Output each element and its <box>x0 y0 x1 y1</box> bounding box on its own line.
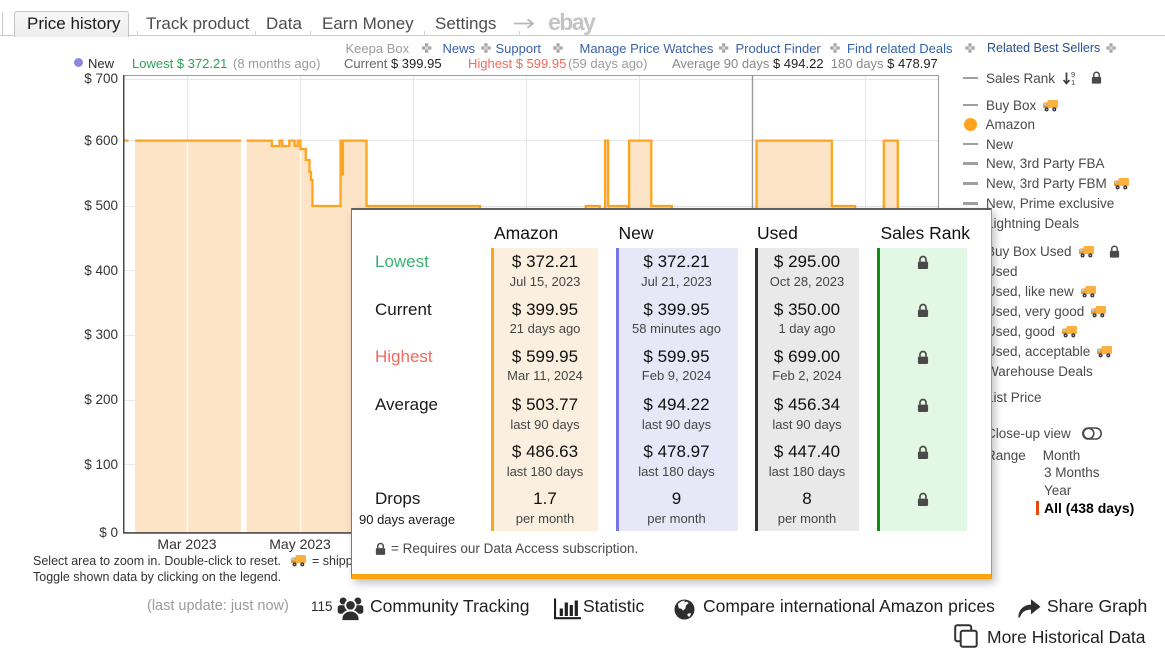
svg-text:1: 1 <box>1071 78 1075 86</box>
svg-text:9: 9 <box>1071 71 1075 79</box>
